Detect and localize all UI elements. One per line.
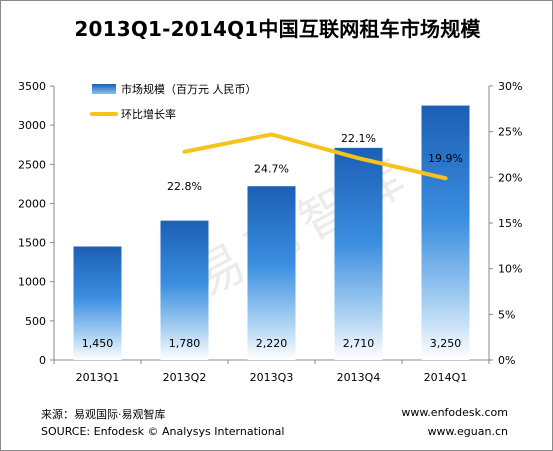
bar xyxy=(334,147,383,360)
url-eguan[interactable]: www.eguan.cn xyxy=(427,425,508,438)
x-tick-label: 2013Q4 xyxy=(337,371,381,384)
bar xyxy=(247,186,296,360)
line-data-label: 22.1% xyxy=(341,132,376,145)
legend-label-bar: 市场规模（百万元 人民币） xyxy=(121,82,257,96)
legend-label-line: 环比增长率 xyxy=(121,107,176,121)
right-tick-label: 30% xyxy=(498,80,522,93)
left-tick-label: 500 xyxy=(25,315,46,328)
bar-data-label: 2,220 xyxy=(256,337,288,350)
x-tick-label: 2013Q2 xyxy=(163,371,207,384)
left-tick-label: 2500 xyxy=(18,158,46,171)
bar xyxy=(421,105,470,360)
bar-data-label: 1,780 xyxy=(169,337,201,350)
watermark: 易观智库 xyxy=(183,144,422,308)
left-tick-label: 3500 xyxy=(18,80,46,93)
source-cn: 来源：易观国际·易观智库 xyxy=(41,408,166,421)
line-data-label: 19.9% xyxy=(428,152,463,165)
line-data-label: 24.7% xyxy=(254,162,289,175)
source-en: SOURCE: Enfodesk © Analysys Internationa… xyxy=(41,425,285,438)
right-tick-label: 25% xyxy=(498,126,522,139)
right-tick-label: 0% xyxy=(498,354,515,367)
chart-title: 2013Q1-2014Q1中国互联网租车市场规模 xyxy=(74,17,481,41)
right-tick-label: 15% xyxy=(498,217,522,230)
right-tick-label: 20% xyxy=(498,171,522,184)
bar-data-label: 1,450 xyxy=(82,337,114,350)
x-tick-label: 2014Q1 xyxy=(424,371,468,384)
left-tick-label: 1500 xyxy=(18,237,46,250)
right-tick-label: 5% xyxy=(498,308,515,321)
left-tick-label: 2000 xyxy=(18,197,46,210)
bar-data-label: 2,710 xyxy=(343,337,375,350)
legend-swatch-bar xyxy=(92,84,116,94)
line-data-label: 22.8% xyxy=(167,180,202,193)
x-tick-label: 2013Q3 xyxy=(250,371,294,384)
bar xyxy=(73,246,122,360)
left-tick-label: 3000 xyxy=(18,119,46,132)
left-tick-label: 0 xyxy=(39,354,46,367)
x-tick-label: 2013Q1 xyxy=(76,371,120,384)
bar-data-label: 3,250 xyxy=(430,337,462,350)
growth-rate-line xyxy=(182,132,448,181)
url-enfodesk[interactable]: www.enfodesk.com xyxy=(401,406,508,419)
left-tick-label: 1000 xyxy=(18,276,46,289)
bar xyxy=(160,220,209,360)
right-tick-label: 10% xyxy=(498,263,522,276)
